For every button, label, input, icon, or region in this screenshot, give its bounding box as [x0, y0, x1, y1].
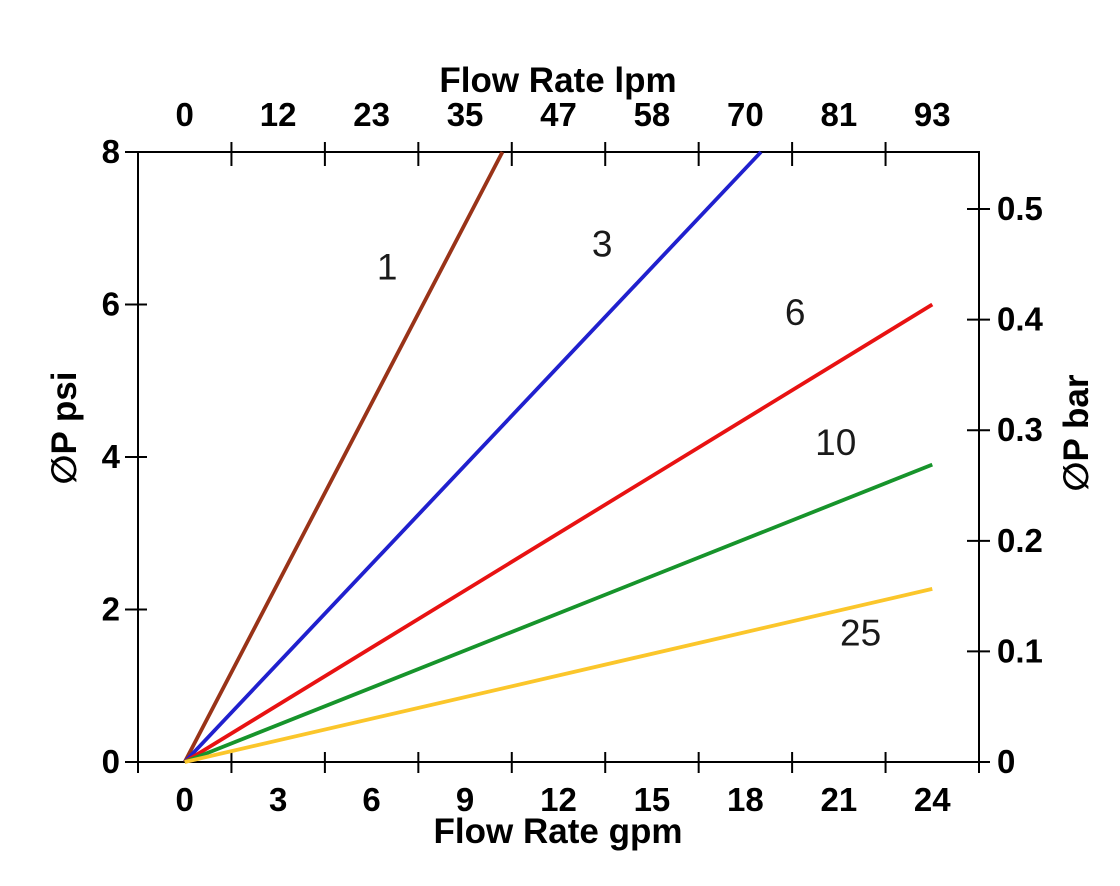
series-line-3 — [183, 150, 763, 764]
right-tick-label: 0.3 — [997, 411, 1043, 448]
top-tick-label: 70 — [727, 96, 764, 133]
top-tick-label: 23 — [353, 96, 390, 133]
left-axis-title: ∅P psi — [45, 372, 84, 485]
bottom-axis-title: Flow Rate gpm — [434, 812, 683, 851]
series-label-25: 25 — [840, 612, 881, 653]
left-tick-label: 4 — [102, 438, 121, 475]
bottom-tick-label: 15 — [634, 781, 671, 818]
bottom-tick-label: 3 — [269, 781, 287, 818]
top-tick-label: 12 — [260, 96, 297, 133]
top-tick-label: 81 — [820, 96, 857, 133]
series-line-6 — [183, 302, 934, 764]
series-label-3: 3 — [592, 224, 613, 265]
left-tick-label: 2 — [102, 591, 120, 628]
right-tick-label: 0.5 — [997, 190, 1043, 227]
top-tick-label: 47 — [540, 96, 577, 133]
top-tick-label: 35 — [447, 96, 484, 133]
top-tick-label: 93 — [914, 96, 951, 133]
right-axis-title: ∅P bar — [1057, 374, 1096, 491]
right-tick-label: 0.4 — [997, 301, 1044, 338]
bottom-tick-label: 18 — [727, 781, 764, 818]
left-tick-label: 8 — [102, 133, 120, 170]
series-label-6: 6 — [785, 292, 806, 333]
top-axis-title: Flow Rate lpm — [439, 61, 676, 100]
series-label-10: 10 — [815, 422, 856, 463]
series-label-1: 1 — [377, 246, 398, 287]
bottom-tick-label: 6 — [362, 781, 380, 818]
bottom-tick-label: 9 — [456, 781, 474, 818]
left-tick-label: 6 — [102, 286, 120, 323]
axis-tick-labels: 0246800.10.20.30.40.50031262393512471558… — [102, 96, 1044, 818]
bottom-tick-label: 12 — [540, 781, 577, 818]
series-line-1 — [183, 151, 505, 763]
series-line-10 — [184, 462, 933, 764]
bottom-tick-label: 24 — [914, 781, 951, 818]
bottom-tick-label: 0 — [176, 781, 194, 818]
top-tick-label: 0 — [176, 96, 194, 133]
right-tick-label: 0 — [997, 743, 1015, 780]
series-line-25 — [184, 587, 933, 764]
axis-tick-marks — [125, 142, 990, 773]
top-tick-label: 58 — [634, 96, 671, 133]
series-lines — [183, 150, 934, 764]
series-labels: 1 3 6 10 25 — [377, 224, 881, 654]
right-tick-label: 0.2 — [997, 522, 1043, 559]
bottom-tick-label: 21 — [820, 781, 857, 818]
right-tick-label: 0.1 — [997, 632, 1043, 669]
left-tick-label: 0 — [102, 743, 120, 780]
